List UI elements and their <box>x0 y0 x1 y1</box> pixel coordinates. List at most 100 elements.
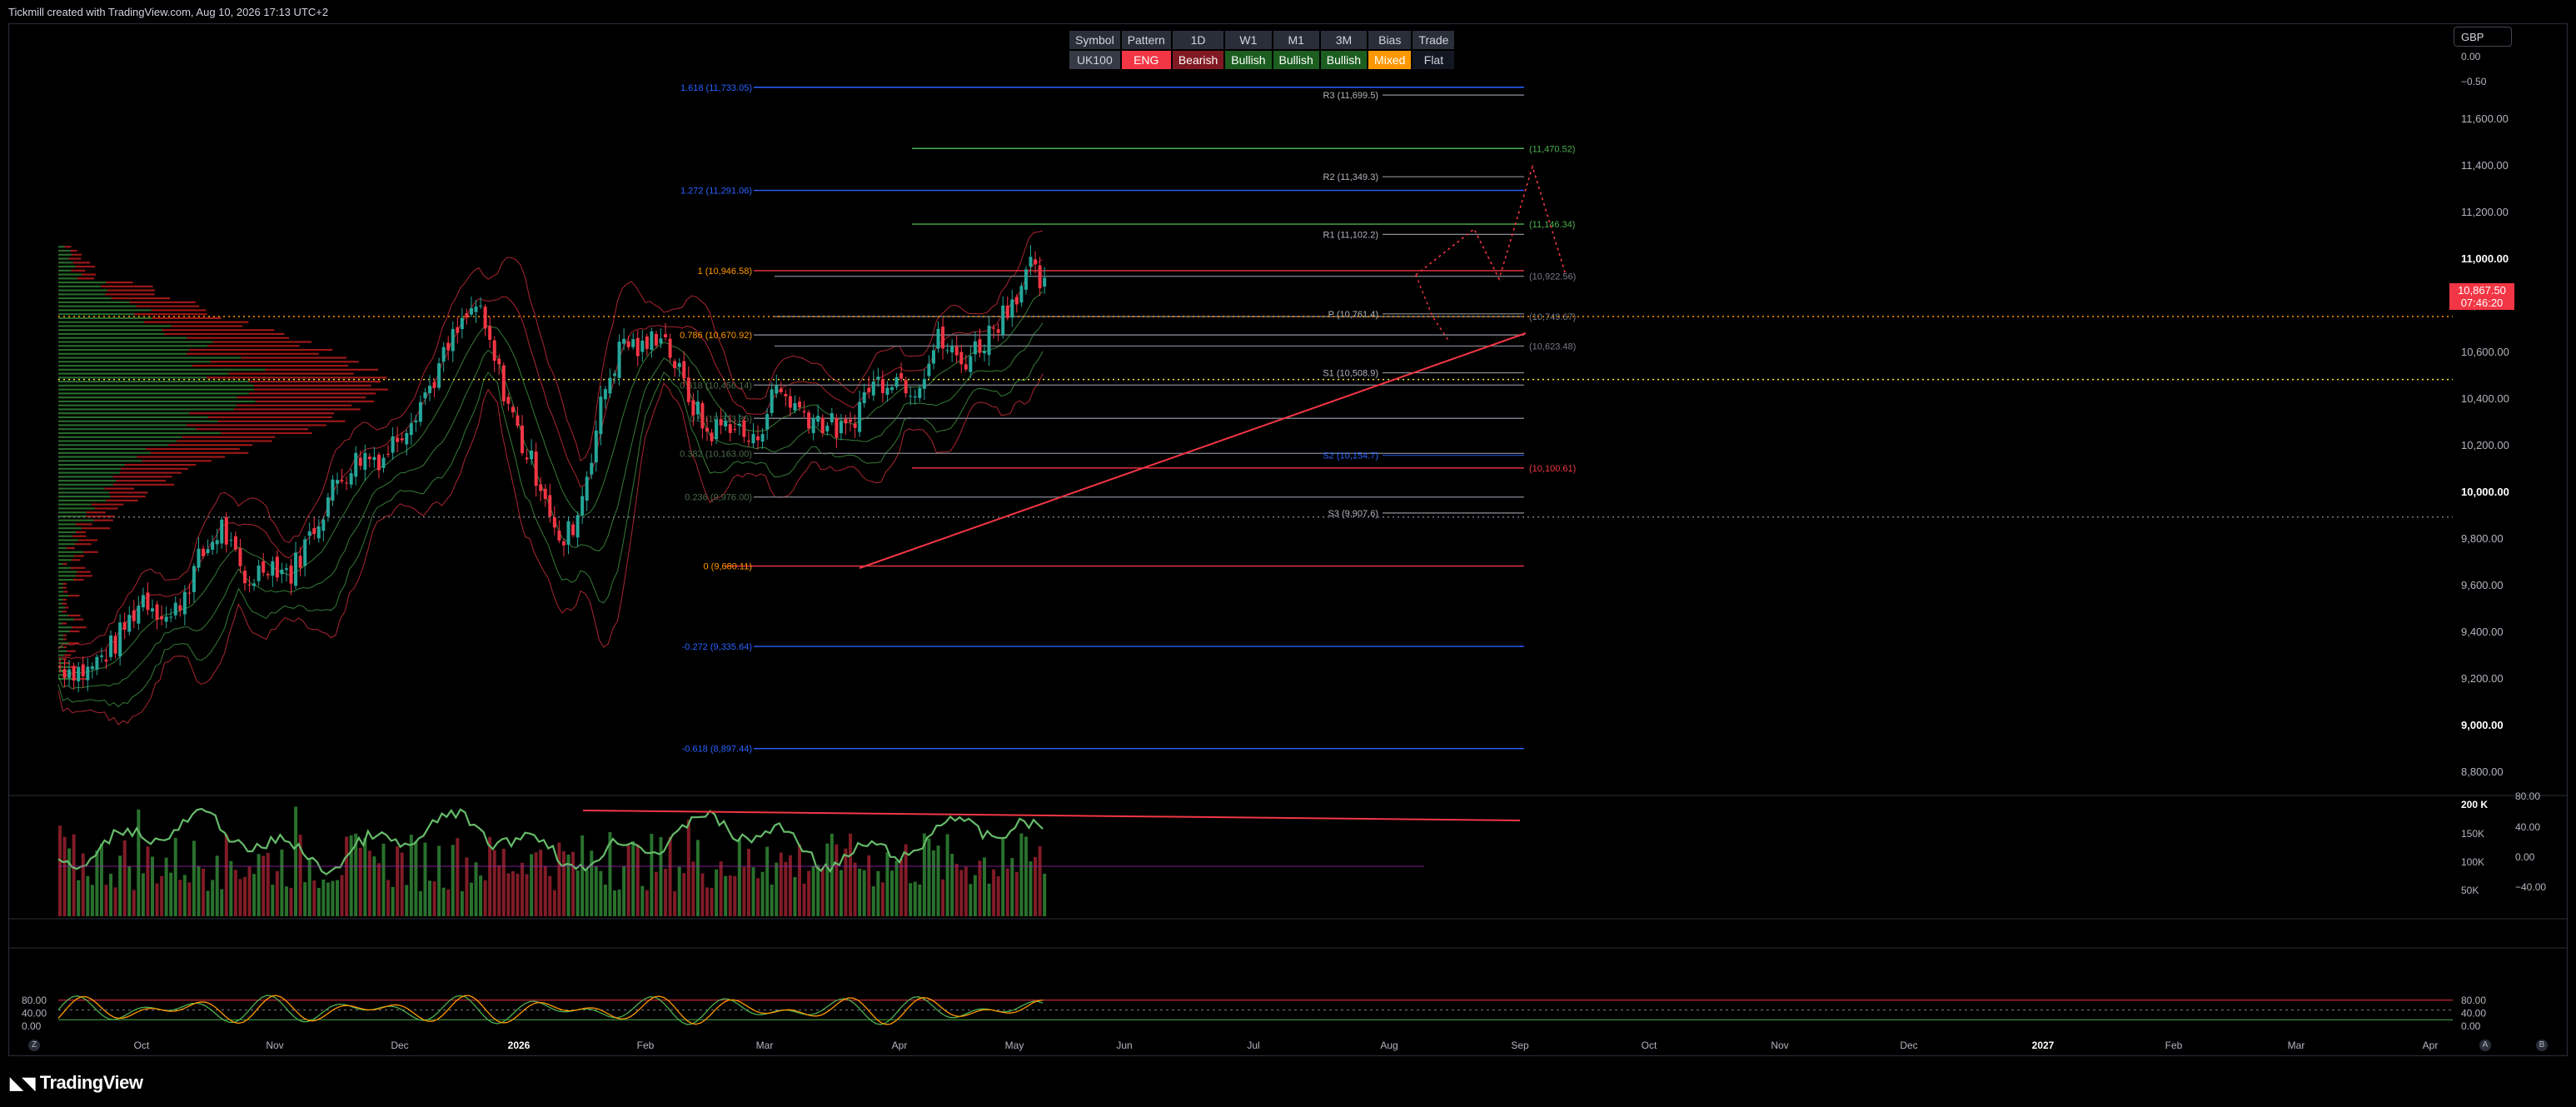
profile-buy-bar <box>58 666 70 668</box>
profile-buy-bar <box>58 357 242 359</box>
volume-bar <box>1038 845 1042 916</box>
currency-selector[interactable]: GBP <box>2454 27 2512 47</box>
profile-sell-bar <box>187 424 326 426</box>
candle-body <box>247 584 252 586</box>
candle-body <box>321 519 326 531</box>
profile-buy-bar <box>58 384 254 386</box>
volume-bar <box>904 844 908 916</box>
volume-bar <box>530 854 534 916</box>
volume-bar <box>566 855 571 916</box>
candle-body <box>396 437 400 442</box>
volume-bar <box>885 852 889 916</box>
volume-bar <box>617 889 621 916</box>
volume-bar <box>238 879 242 916</box>
price-tick-9: 9,800.00 <box>2461 532 2504 545</box>
volume-bar <box>1029 861 1033 916</box>
profile-buy-bar <box>58 361 211 363</box>
volume-tick-0: 200 K <box>2461 799 2488 810</box>
horizontal-levels: 1.618 (11,733.05) 1.272 (11,291.06) 1 (10,… <box>58 83 2453 755</box>
profile-buy-bar <box>58 634 63 636</box>
candle-body <box>599 396 603 435</box>
volume-bar <box>950 853 954 916</box>
candle-body <box>340 480 344 481</box>
profile-sell-bar <box>82 527 111 530</box>
candle-body <box>673 361 677 369</box>
candle-body <box>862 391 866 403</box>
volume-bar <box>173 837 177 916</box>
profile-buy-bar <box>58 626 72 629</box>
candle-body <box>405 433 409 445</box>
candle-body <box>104 659 108 662</box>
last-price: 10,867.50 <box>2458 284 2506 297</box>
profile-buy-bar <box>58 611 62 613</box>
profile-sell-bar <box>162 329 275 332</box>
volume-bar <box>252 874 257 916</box>
candle-body <box>751 433 755 444</box>
stochastic-pane <box>57 995 2453 1025</box>
volume-bar <box>760 871 765 916</box>
profile-sell-bar <box>107 289 156 292</box>
volume-bar <box>376 863 381 916</box>
candle-body <box>788 396 792 408</box>
candle-body <box>626 341 630 347</box>
log-scale-button[interactable]: B <box>2536 1040 2548 1051</box>
volume-bar <box>996 876 1000 916</box>
volume-bar <box>396 846 400 916</box>
volume-bar <box>331 880 335 916</box>
target-label-1: (11,146.34) <box>1529 220 1575 230</box>
zoom-button[interactable]: Z <box>28 1040 40 1051</box>
volume-bar <box>775 862 779 916</box>
pivot-label-6: S3 (9,907.6) <box>1328 509 1378 519</box>
candle-body <box>733 429 737 431</box>
profile-buy-bar <box>58 424 187 426</box>
profile-sell-bar <box>136 305 200 307</box>
profile-buy-bar <box>58 618 74 621</box>
profile-buy-bar <box>58 638 64 641</box>
profile-buy-bar <box>58 440 177 442</box>
volume-bar <box>599 870 603 916</box>
candle-body <box>488 326 492 340</box>
profile-buy-bar <box>58 400 256 402</box>
drawings[interactable] <box>859 164 1567 569</box>
profile-sell-bar <box>77 277 94 280</box>
volume-bar <box>635 844 640 916</box>
pivot-label-5: S2 (10,154.7) <box>1323 451 1378 461</box>
candle-body <box>182 591 187 615</box>
oscillator-line <box>57 807 1044 875</box>
candle-body <box>506 396 511 404</box>
osc-tick-0: 80.00 <box>2515 790 2540 802</box>
candle-body <box>756 436 760 441</box>
info-table: Symbol Pattern 1D W1 M1 3M Bias Trade UK100 ENG B… <box>1068 29 1456 71</box>
x-tick-1: Nov <box>266 1040 283 1051</box>
profile-sell-bar <box>62 582 67 585</box>
volume-bar <box>298 835 302 916</box>
candle-body <box>160 616 164 620</box>
candle-body <box>62 669 67 678</box>
volume-bar <box>67 848 72 916</box>
oscillator-trendline <box>582 810 1521 821</box>
candle-body <box>127 615 132 632</box>
x-tick-14: Dec <box>1900 1040 1917 1051</box>
volume-bar <box>257 854 261 916</box>
profile-sell-bar <box>64 606 69 609</box>
auto-scale-button[interactable]: A <box>2479 1040 2491 1051</box>
profile-buy-bar <box>58 451 151 454</box>
candle-body <box>187 592 192 594</box>
price-tick-1: 11,400.00 <box>2461 159 2509 172</box>
profile-buy-bar <box>58 658 63 661</box>
candle-body <box>700 402 705 429</box>
chart-frame[interactable] <box>8 23 2568 1056</box>
profile-sell-bar <box>66 546 75 550</box>
profile-buy-bar <box>58 249 71 252</box>
volume-bar <box>516 873 520 916</box>
volume-bar <box>405 885 409 916</box>
profile-sell-bar <box>105 293 155 296</box>
candle-body <box>622 338 626 344</box>
candle-body <box>266 574 270 576</box>
candle-body <box>904 380 908 394</box>
fib-label-6: 0.382 (10,163.00) <box>680 449 752 459</box>
volume-bar <box>691 861 695 916</box>
candle-body <box>775 385 779 394</box>
candle-body <box>927 363 931 376</box>
